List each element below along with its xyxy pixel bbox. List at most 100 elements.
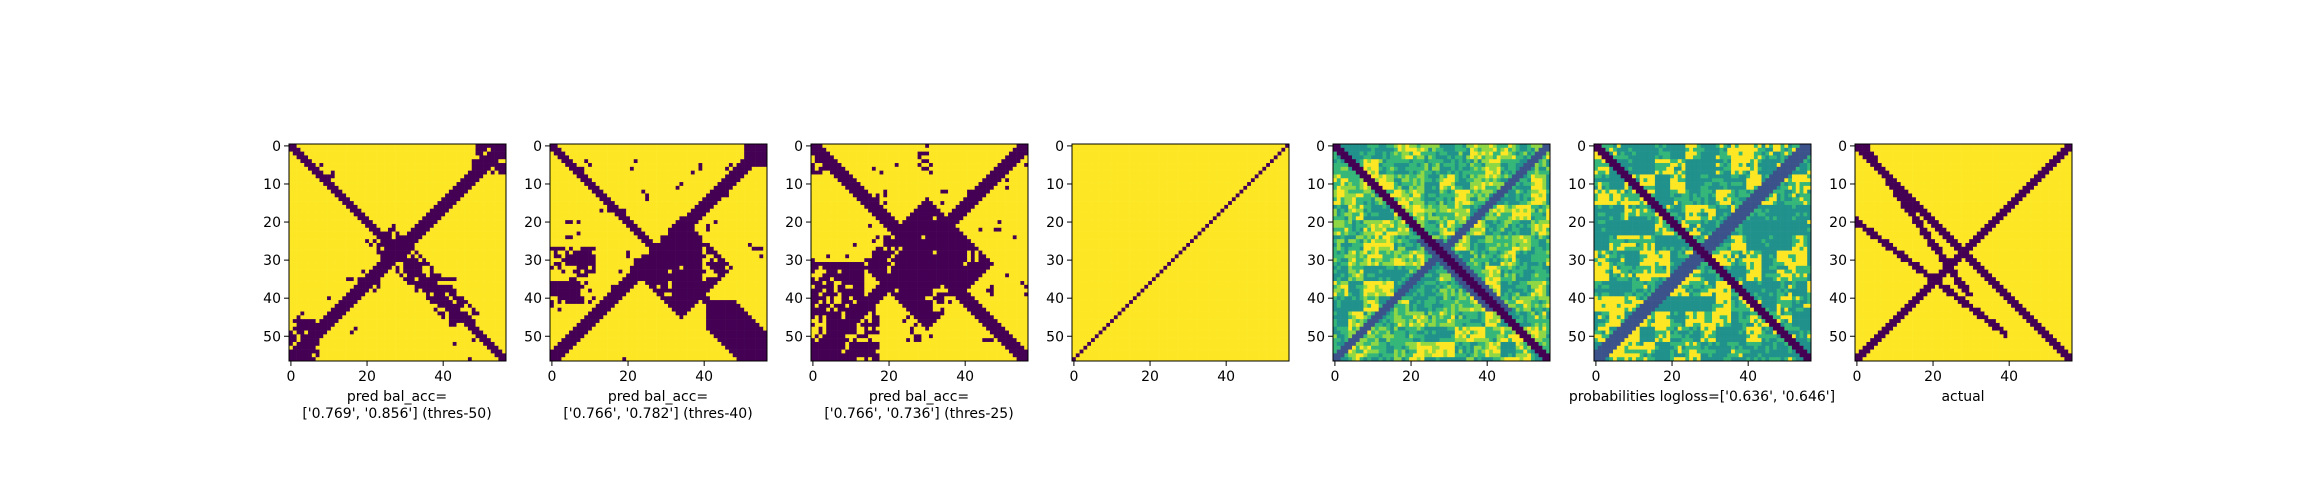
heatmap-cell [740, 144, 745, 149]
heatmap-cell [330, 239, 335, 244]
heatmap-cell [490, 353, 495, 358]
heatmap-cell [498, 189, 503, 194]
heatmap-cell [460, 201, 465, 206]
heatmap-cell [713, 163, 718, 168]
heatmap-cell [683, 239, 688, 244]
heatmap-cell [698, 208, 703, 213]
heatmap-cell [346, 242, 351, 248]
heatmap-cell [553, 147, 558, 152]
heatmap-cell [384, 296, 389, 301]
heatmap-cell [330, 265, 335, 270]
heatmap-cell [422, 292, 427, 297]
heatmap-cell [460, 163, 465, 168]
heatmap-cell [671, 159, 676, 164]
heatmap-cell [467, 292, 473, 297]
heatmap-cell [441, 246, 446, 251]
heatmap-cell [763, 147, 768, 152]
heatmap-cell [759, 170, 764, 175]
heatmap-cell [660, 208, 665, 213]
heatmap-cell [475, 182, 480, 187]
heatmap-cell [690, 174, 695, 179]
heatmap-cell [334, 273, 339, 278]
heatmap-cell [437, 239, 442, 244]
heatmap-cell [334, 163, 339, 168]
heatmap-cell [429, 288, 434, 293]
heatmap-cell [498, 265, 503, 270]
heatmap-cell [361, 258, 366, 263]
heatmap-cell [736, 250, 741, 255]
heatmap-cell [349, 357, 355, 362]
heatmap-cell [633, 204, 638, 210]
heatmap-cell [441, 166, 446, 171]
heatmap-cell [486, 307, 492, 312]
heatmap-cell [483, 319, 488, 324]
heatmap-cell [445, 216, 450, 221]
heatmap-cell [456, 246, 461, 251]
heatmap-cell [395, 319, 400, 324]
heatmap-cell [675, 204, 680, 210]
heatmap-cell [475, 273, 480, 278]
heatmap-cell [588, 246, 593, 251]
heatmap-cell [626, 246, 631, 251]
heatmap-cell [319, 231, 324, 236]
heatmap-cell [315, 326, 320, 331]
heatmap-cell [599, 227, 604, 232]
heatmap-cell [327, 330, 332, 335]
heatmap-cell [633, 166, 638, 171]
heatmap-cell [407, 223, 412, 229]
heatmap-cell [445, 307, 450, 312]
heatmap-cell [349, 231, 355, 236]
heatmap-cell [410, 155, 415, 160]
heatmap-cell [452, 265, 457, 270]
heatmap-cell [426, 265, 431, 270]
heatmap-cell [494, 166, 499, 171]
heatmap-cell [452, 284, 457, 289]
heatmap-cell [736, 189, 741, 194]
heatmap-cell [391, 284, 396, 289]
heatmap-cell [498, 163, 503, 168]
heatmap-cell [330, 250, 335, 255]
heatmap-cell [372, 341, 377, 347]
heatmap-cell [323, 193, 328, 198]
heatmap-cell [713, 155, 718, 160]
heatmap-cell [550, 208, 555, 213]
heatmap-cell [565, 231, 570, 236]
heatmap-cell [456, 174, 461, 179]
heatmap-cell [308, 326, 313, 331]
heatmap-cell [372, 296, 377, 301]
heatmap-cell [479, 307, 484, 312]
heatmap-cell [610, 204, 616, 210]
heatmap-cell [414, 204, 419, 210]
heatmap-cell [561, 208, 566, 213]
heatmap-cell [319, 284, 324, 289]
heatmap-cell [418, 326, 423, 331]
heatmap-cell [346, 338, 351, 343]
heatmap-cell [550, 151, 555, 156]
heatmap-cell [607, 147, 612, 152]
heatmap-cell [664, 185, 669, 190]
heatmap-cell [656, 174, 661, 179]
heatmap-cell [671, 250, 676, 255]
heatmap-cell [346, 231, 351, 236]
heatmap-cell [671, 178, 676, 183]
heatmap-cell [732, 163, 737, 168]
heatmap-cell [346, 159, 351, 164]
heatmap-cell [721, 239, 726, 244]
heatmap-cell [713, 239, 718, 244]
heatmap-cell [479, 231, 484, 236]
heatmap-cell [763, 170, 768, 175]
heatmap-cell [763, 246, 768, 251]
heatmap-cell [502, 182, 507, 187]
heatmap-cell [736, 239, 741, 244]
heatmap-cell [645, 144, 650, 149]
heatmap-cell [694, 151, 699, 156]
heatmap-cell [387, 223, 393, 229]
heatmap-cell [603, 216, 608, 221]
heatmap-cell [304, 315, 309, 320]
heatmap-cell [387, 315, 393, 320]
heatmap-cell [572, 250, 577, 255]
heatmap-cell [448, 159, 454, 164]
heatmap-cell [460, 315, 465, 320]
heatmap-cell [494, 189, 499, 194]
heatmap-cell [429, 273, 434, 278]
